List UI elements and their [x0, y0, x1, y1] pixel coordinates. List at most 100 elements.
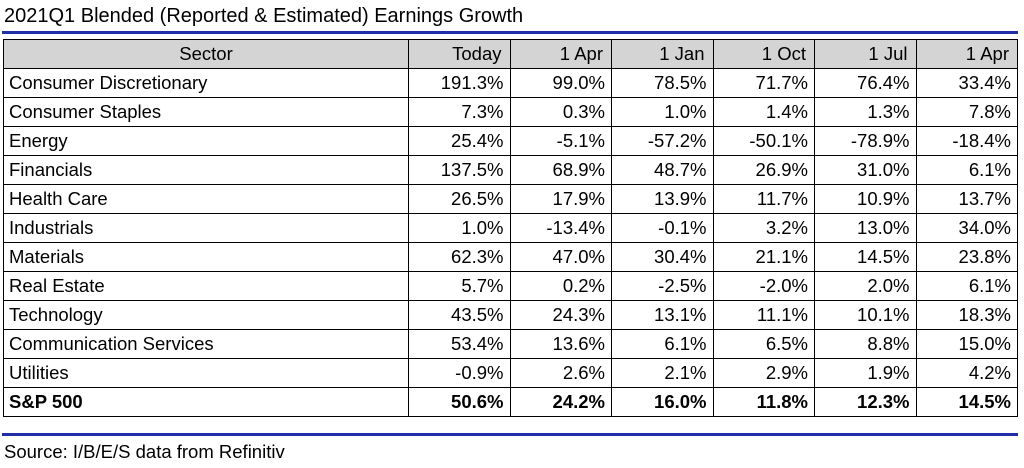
value-cell: 24.3%: [509, 300, 612, 330]
value-cell: 13.1%: [611, 300, 714, 330]
sector-cell: Materials: [3, 242, 409, 272]
value-cell: 6.1%: [915, 271, 1018, 301]
value-cell: 2.9%: [712, 358, 815, 388]
table-row: Consumer Discretionary 191.3% 99.0% 78.5…: [3, 68, 1018, 98]
total-value-cell: 50.6%: [408, 387, 511, 417]
value-cell: -0.9%: [408, 358, 511, 388]
value-cell: 1.0%: [611, 97, 714, 127]
sector-cell: Industrials: [3, 213, 409, 243]
value-cell: 26.9%: [712, 155, 815, 185]
total-value-cell: 12.3%: [814, 387, 917, 417]
page-title: 2021Q1 Blended (Reported & Estimated) Ea…: [4, 5, 524, 27]
sector-cell: Financials: [3, 155, 409, 185]
value-cell: 11.1%: [712, 300, 815, 330]
total-label-cell: S&P 500: [3, 387, 409, 417]
sector-cell: Consumer Staples: [3, 97, 409, 127]
value-cell: 48.7%: [611, 155, 714, 185]
value-cell: 191.3%: [408, 68, 511, 98]
value-cell: 31.0%: [814, 155, 917, 185]
value-cell: 13.0%: [814, 213, 917, 243]
table-row: Financials 137.5% 68.9% 48.7% 26.9% 31.0…: [3, 155, 1018, 185]
table-row: Utilities -0.9% 2.6% 2.1% 2.9% 1.9% 4.2%: [3, 358, 1018, 388]
column-header-1-oct: 1 Oct: [712, 39, 815, 69]
sector-cell: Technology: [3, 300, 409, 330]
bottom-divider: [2, 433, 1018, 436]
table-row: Energy 25.4% -5.1% -57.2% -50.1% -78.9% …: [3, 126, 1018, 156]
value-cell: 3.2%: [712, 213, 815, 243]
value-cell: 6.1%: [915, 155, 1018, 185]
column-header-today: Today: [408, 39, 511, 69]
value-cell: 47.0%: [509, 242, 612, 272]
value-cell: 43.5%: [408, 300, 511, 330]
total-value-cell: 11.8%: [712, 387, 815, 417]
table-row: Industrials 1.0% -13.4% -0.1% 3.2% 13.0%…: [3, 213, 1018, 243]
value-cell: 7.8%: [915, 97, 1018, 127]
sector-cell: Health Care: [3, 184, 409, 214]
value-cell: 11.7%: [712, 184, 815, 214]
value-cell: 26.5%: [408, 184, 511, 214]
value-cell: 78.5%: [611, 68, 714, 98]
value-cell: -18.4%: [915, 126, 1018, 156]
value-cell: 1.9%: [814, 358, 917, 388]
sector-cell: Consumer Discretionary: [3, 68, 409, 98]
value-cell: 53.4%: [408, 329, 511, 359]
table-row: Technology 43.5% 24.3% 13.1% 11.1% 10.1%…: [3, 300, 1018, 330]
value-cell: 7.3%: [408, 97, 511, 127]
value-cell: 10.1%: [814, 300, 917, 330]
table-row: Real Estate 5.7% 0.2% -2.5% -2.0% 2.0% 6…: [3, 271, 1018, 301]
value-cell: 13.9%: [611, 184, 714, 214]
value-cell: 4.2%: [915, 358, 1018, 388]
total-value-cell: 14.5%: [915, 387, 1018, 417]
value-cell: -2.0%: [712, 271, 815, 301]
sector-cell: Energy: [3, 126, 409, 156]
column-header-sector: Sector: [3, 39, 409, 69]
table-row: Consumer Staples 7.3% 0.3% 1.0% 1.4% 1.3…: [3, 97, 1018, 127]
value-cell: 62.3%: [408, 242, 511, 272]
value-cell: 2.0%: [814, 271, 917, 301]
value-cell: 8.8%: [814, 329, 917, 359]
table-body: Consumer Discretionary 191.3% 99.0% 78.5…: [3, 68, 1018, 417]
value-cell: 13.6%: [509, 329, 612, 359]
table-row: Health Care 26.5% 17.9% 13.9% 11.7% 10.9…: [3, 184, 1018, 214]
value-cell: 5.7%: [408, 271, 511, 301]
value-cell: -5.1%: [509, 126, 612, 156]
value-cell: 14.5%: [814, 242, 917, 272]
total-value-cell: 24.2%: [509, 387, 612, 417]
column-header-1-apr-current: 1 Apr: [509, 39, 612, 69]
table-row: Materials 62.3% 47.0% 30.4% 21.1% 14.5% …: [3, 242, 1018, 272]
value-cell: 6.5%: [712, 329, 815, 359]
value-cell: 25.4%: [408, 126, 511, 156]
column-header-1-jul: 1 Jul: [814, 39, 917, 69]
source-note: Source: I/B/E/S data from Refinitiv: [4, 441, 285, 462]
value-cell: 30.4%: [611, 242, 714, 272]
value-cell: 15.0%: [915, 329, 1018, 359]
value-cell: 1.3%: [814, 97, 917, 127]
column-header-1-apr-prior: 1 Apr: [915, 39, 1018, 69]
value-cell: 71.7%: [712, 68, 815, 98]
value-cell: 2.6%: [509, 358, 612, 388]
value-cell: 137.5%: [408, 155, 511, 185]
table-row: Communication Services 53.4% 13.6% 6.1% …: [3, 329, 1018, 359]
value-cell: 23.8%: [915, 242, 1018, 272]
table-header-row: Sector Today 1 Apr 1 Jan 1 Oct 1 Jul 1 A…: [3, 39, 1018, 69]
earnings-growth-table: Sector Today 1 Apr 1 Jan 1 Oct 1 Jul 1 A…: [3, 39, 1018, 417]
value-cell: 2.1%: [611, 358, 714, 388]
value-cell: -13.4%: [509, 213, 612, 243]
value-cell: -57.2%: [611, 126, 714, 156]
value-cell: 21.1%: [712, 242, 815, 272]
value-cell: 10.9%: [814, 184, 917, 214]
value-cell: 18.3%: [915, 300, 1018, 330]
value-cell: 34.0%: [915, 213, 1018, 243]
sector-cell: Communication Services: [3, 329, 409, 359]
value-cell: -50.1%: [712, 126, 815, 156]
value-cell: 33.4%: [915, 68, 1018, 98]
value-cell: 6.1%: [611, 329, 714, 359]
value-cell: -78.9%: [814, 126, 917, 156]
value-cell: 13.7%: [915, 184, 1018, 214]
total-row: S&P 500 50.6% 24.2% 16.0% 11.8% 12.3% 14…: [3, 387, 1018, 417]
column-header-1-jan: 1 Jan: [611, 39, 714, 69]
value-cell: 76.4%: [814, 68, 917, 98]
value-cell: -0.1%: [611, 213, 714, 243]
value-cell: 99.0%: [509, 68, 612, 98]
top-divider: [2, 31, 1018, 34]
